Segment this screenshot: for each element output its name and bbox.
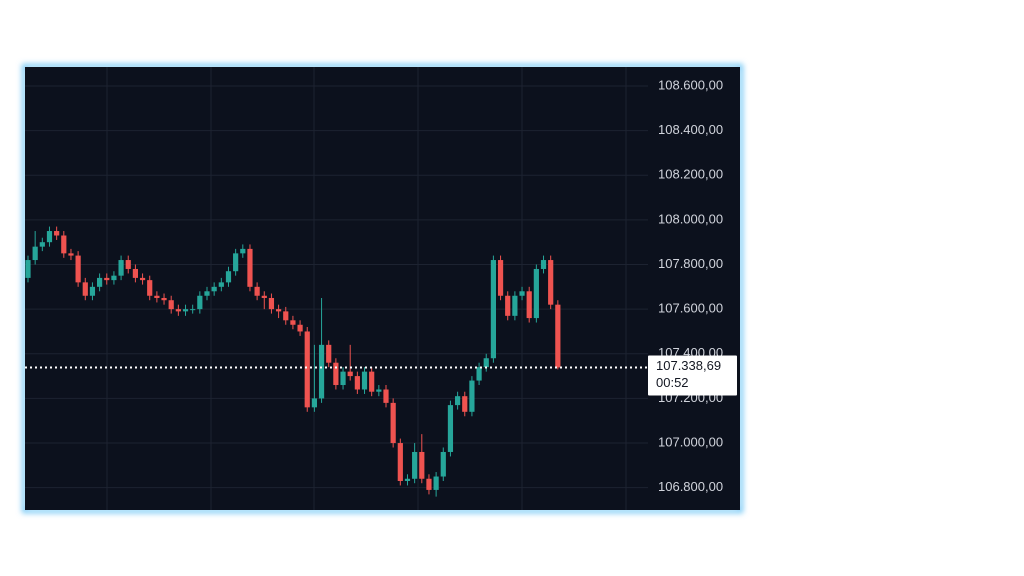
candle-body	[182, 309, 189, 312]
y-tick-label: 108.200,00	[658, 167, 723, 182]
candle-body	[39, 242, 45, 247]
candle-body	[304, 331, 310, 408]
candle-body	[526, 291, 532, 319]
y-tick-label: 106.800,00	[658, 479, 723, 494]
candle-body	[261, 295, 267, 298]
candle-body	[276, 309, 282, 312]
candle-body	[433, 476, 439, 490]
price-label-box	[648, 355, 737, 396]
candle-body	[233, 253, 239, 272]
candle-body	[333, 362, 339, 386]
candle-body	[46, 231, 53, 243]
y-tick-label: 108.600,00	[658, 77, 723, 92]
candle-body	[412, 451, 418, 479]
candle-body	[290, 320, 296, 325]
candle-body	[318, 344, 325, 399]
candle-body	[555, 304, 561, 368]
candle-body	[268, 297, 275, 310]
candle-body	[419, 451, 425, 479]
candle-body	[132, 268, 138, 278]
candle-body	[476, 367, 482, 381]
candle-body	[361, 371, 368, 390]
candle-body	[369, 371, 375, 392]
candle-body	[383, 389, 389, 403]
candle-body	[61, 235, 67, 254]
candle-body	[139, 277, 146, 281]
candle-body	[190, 309, 196, 311]
candle-body	[104, 277, 110, 281]
candle-body	[32, 246, 38, 261]
candle-body	[254, 286, 260, 296]
candle-body	[440, 451, 446, 477]
candle-body	[68, 253, 74, 256]
candle-body	[497, 260, 504, 296]
countdown-label: 00:52	[656, 375, 689, 390]
candle-body	[225, 271, 232, 283]
candle-body	[97, 277, 103, 287]
candle-body	[540, 260, 547, 269]
candle-body	[340, 371, 346, 386]
candle-body	[548, 260, 554, 305]
candle-body	[204, 291, 210, 296]
candle-body	[211, 286, 217, 292]
y-tick-label: 107.000,00	[658, 434, 723, 449]
candle-body	[533, 268, 539, 319]
candle-body	[82, 282, 88, 296]
candle-body	[447, 405, 454, 452]
candle-body	[297, 324, 303, 332]
candle-body	[147, 280, 153, 296]
candle-body	[168, 300, 174, 310]
candle-body	[404, 478, 411, 481]
y-tick-label: 107.600,00	[658, 301, 723, 316]
candle-body	[519, 291, 525, 296]
candle-body	[311, 398, 317, 408]
y-tick-label: 108.000,00	[658, 211, 723, 226]
candle-body	[483, 358, 489, 368]
panel-glow	[22, 64, 743, 513]
candle-body	[354, 376, 360, 390]
candle-body	[25, 260, 31, 278]
candle-body	[397, 443, 403, 481]
candle-body	[197, 295, 203, 310]
chart-panel	[25, 67, 740, 510]
candle-body	[218, 282, 224, 287]
candle-body	[490, 260, 496, 359]
candle-body	[240, 248, 246, 254]
candle-body	[390, 402, 396, 444]
candle-body	[54, 231, 60, 236]
candle-body	[455, 396, 461, 406]
candle-body	[161, 297, 167, 301]
candle-body	[154, 295, 160, 298]
candle-body	[347, 371, 353, 377]
candle-body	[118, 260, 124, 276]
y-tick-label: 108.400,00	[658, 122, 723, 137]
candle-body	[505, 295, 511, 316]
y-tick-label: 107.800,00	[658, 256, 723, 271]
candle-body	[247, 248, 253, 287]
candle-body	[462, 396, 468, 412]
candle-body	[175, 309, 181, 312]
candle-body	[89, 286, 96, 296]
candle-body	[125, 260, 131, 269]
candle-body	[512, 295, 518, 316]
vertical-grid	[106, 67, 627, 510]
last-price-label: 107.338,69	[656, 358, 721, 373]
candle-body	[376, 389, 382, 392]
candle-body	[326, 344, 332, 363]
candle-body	[283, 311, 289, 321]
candle-body	[111, 275, 117, 281]
candle-body	[426, 478, 432, 490]
candle-body	[75, 255, 81, 283]
candle-body	[469, 380, 475, 412]
